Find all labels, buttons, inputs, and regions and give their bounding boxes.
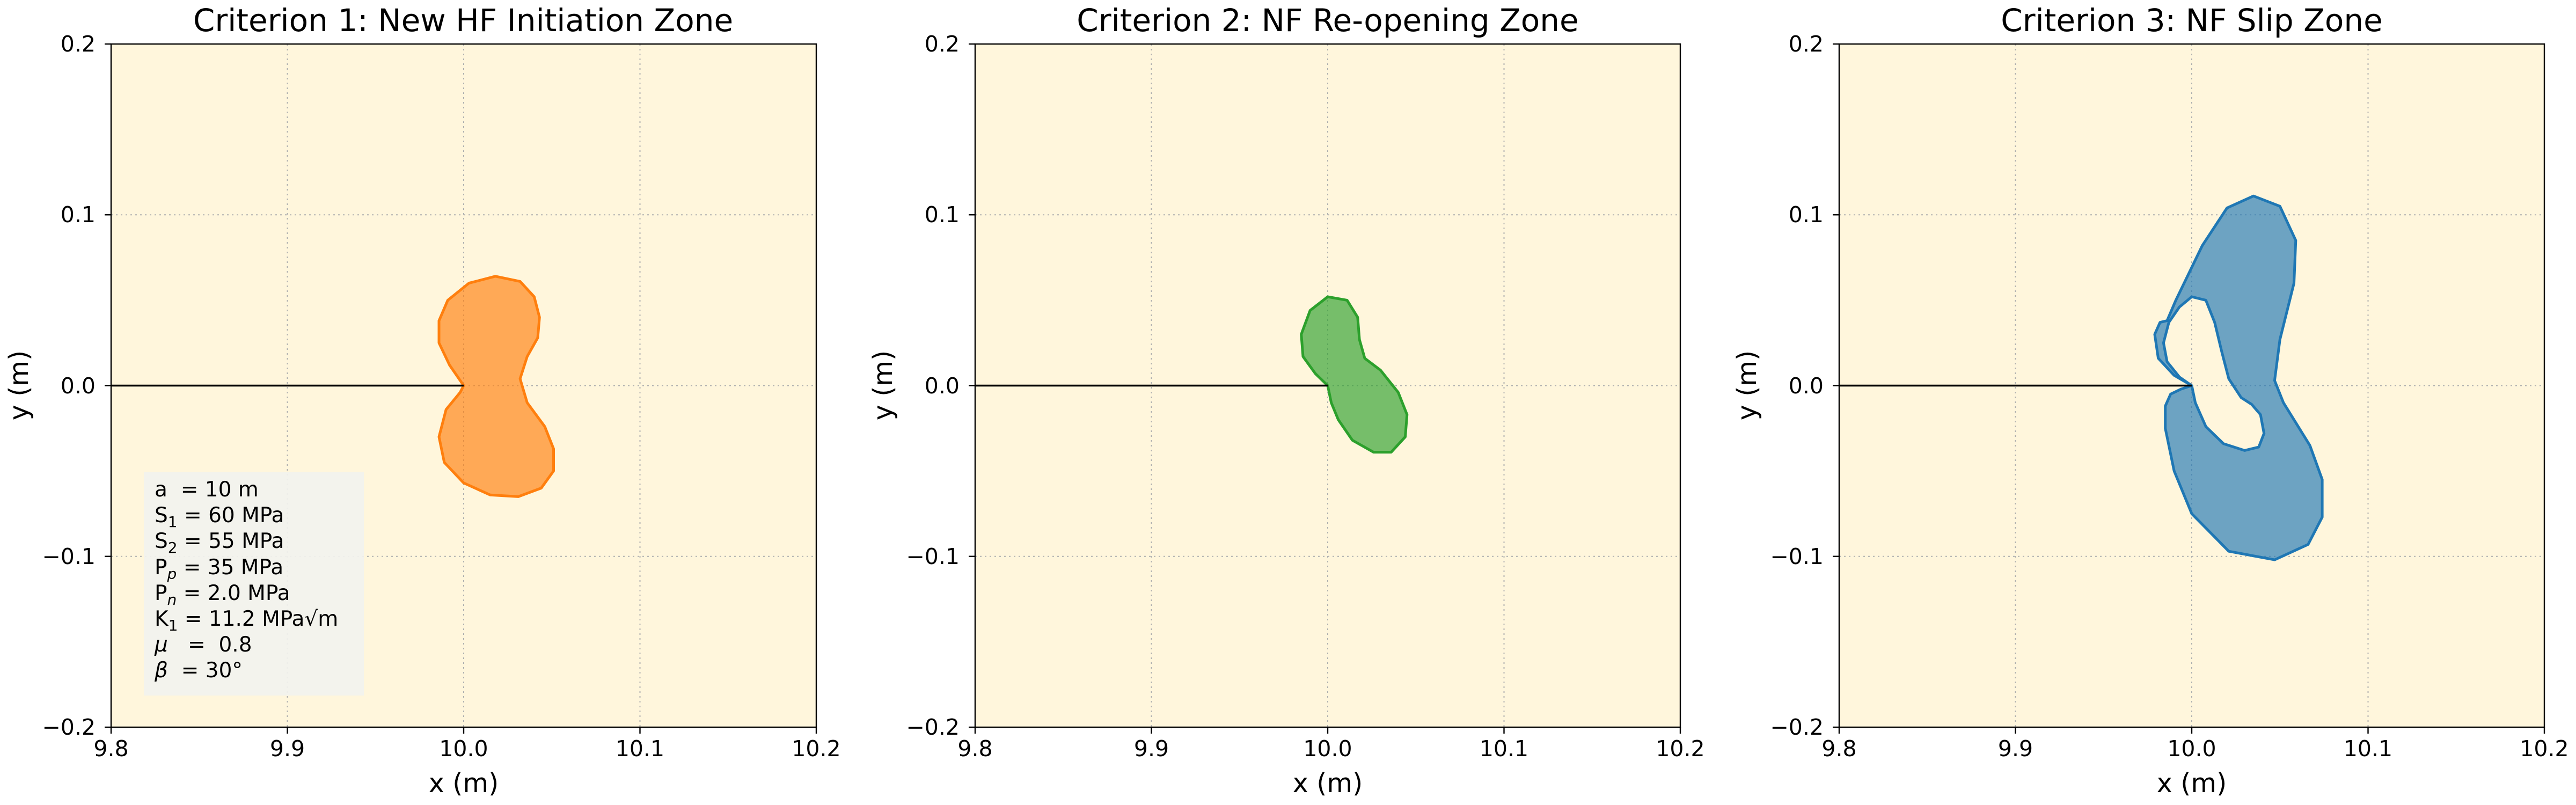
param-line: β = 30° [154,658,243,683]
panel-3-xtick-label: 9.9 [1998,736,2033,762]
panel-2-xtick-label: 10.0 [1303,736,1352,762]
panel-3-xtick-label: 10.0 [2167,736,2216,762]
panel-1-ytick-label: −0.2 [42,714,96,740]
panel-1-region [437,275,555,498]
zone-region [437,275,555,498]
panel-2: Criterion 2: NF Re-opening Zone 9.8 9.9 … [868,2,1705,799]
panel-3-ytick-label: −0.2 [1770,714,1824,740]
param-line: K1 = 11.2 MPa√m [155,607,338,634]
panel-2-ytick-label: −0.2 [906,714,960,740]
panel-3-x-axis-label: x (m) [2157,768,2227,799]
panel-2-ytick-label: −0.1 [906,544,960,569]
panel-1-ytick-label: 0.1 [61,202,96,228]
panel-2-xtick-label: 10.2 [1656,736,1704,762]
panel-2-ticks [969,43,1681,734]
panel-3-ticks [1833,43,2545,734]
panel-3-xtick-label: 10.1 [2344,736,2392,762]
panel-2-y-axis-label: y (m) [868,350,898,421]
panel-3-xtick-label: 9.8 [1821,736,1856,762]
panel-3-title: Criterion 3: NF Slip Zone [2001,2,2383,39]
panel-3-ytick-label: 0.2 [1789,31,1824,57]
panel-1-xtick-label: 9.9 [270,736,305,762]
panel-2-xtick-label: 9.8 [957,736,992,762]
param-line: S2 = 55 MPa [155,529,284,557]
panel-3-y-axis-label: y (m) [1732,350,1762,421]
panel-3: Criterion 3: NF Slip Zone 9.8 9.9 10.0 1… [1732,2,2569,799]
panel-2-ytick-label: 0.0 [925,373,960,399]
panel-3-ytick-label: 0.1 [1789,202,1824,228]
param-line: S1 = 60 MPa [155,503,284,531]
panel-1-ytick-label: −0.1 [42,544,96,569]
panel-3-region [2153,194,2324,561]
panel-1-ytick-label: 0.2 [61,31,96,57]
param-line: μ = 0.8 [154,633,252,657]
panel-1-xtick-label: 10.0 [439,736,488,762]
zone-region [1300,295,1409,454]
panel-2-xtick-label: 9.9 [1134,736,1169,762]
param-line: Pp = 35 MPa [155,555,283,583]
panel-3-ytick-label: 0.0 [1789,373,1824,399]
param-line: Pn = 2.0 MPa [155,581,290,609]
panel-2-ytick-label: 0.2 [925,31,960,57]
zone-region [2153,194,2324,561]
parameters-box-background [144,472,364,696]
panel-1: Criterion 1: New HF Initiation Zone 9.8 … [4,2,841,799]
panel-1-ytick-label: 0.0 [61,373,96,399]
panel-2-region [1300,295,1409,454]
panel-2-title: Criterion 2: NF Re-opening Zone [1077,2,1579,39]
panel-1-xtick-label: 9.8 [93,736,128,762]
panel-1-title: Criterion 1: New HF Initiation Zone [193,2,733,39]
param-line: a = 10 m [155,478,259,502]
panel-1-ticks [105,43,817,734]
panel-1-y-axis-label: y (m) [4,350,34,421]
panel-1-xtick-label: 10.2 [792,736,840,762]
panel-2-ytick-label: 0.1 [925,202,960,228]
panel-3-ytick-label: −0.1 [1770,544,1824,569]
parameters-box: a = 10 m S1 = 60 MPa S2 = 55 MPa Pp = 35… [144,472,364,696]
panel-2-xtick-label: 10.1 [1480,736,1528,762]
panel-1-x-axis-label: x (m) [429,768,499,799]
panel-2-x-axis-label: x (m) [1293,768,1363,799]
panel-3-xtick-label: 10.2 [2520,736,2568,762]
panel-1-xtick-label: 10.1 [616,736,664,762]
